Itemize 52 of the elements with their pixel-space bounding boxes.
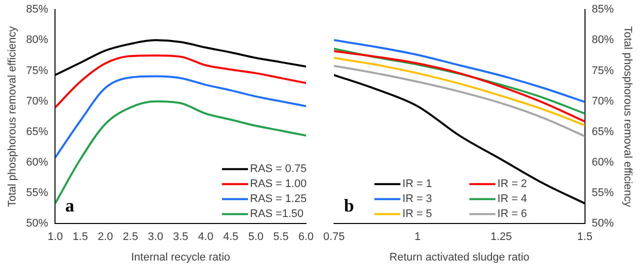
legend-label: RAS = 1.00 (250, 178, 307, 190)
legend-label: IR = 2 (497, 178, 528, 190)
x-tick-label: 3.0 (148, 231, 164, 244)
y2-tick-label: 85% (592, 4, 614, 16)
x-tick-label: 2.5 (122, 231, 138, 244)
annotation: b (344, 195, 354, 216)
y-tick-label: 55% (26, 187, 48, 200)
line-series (55, 54, 306, 108)
x-tick-label: 1.25 (490, 231, 512, 244)
x-tick-label: 2.0 (98, 231, 114, 244)
legend-label: IR = 3 (402, 193, 432, 206)
y-tick-label: 75% (26, 64, 48, 77)
y2-tick-label: 60% (592, 156, 614, 168)
x-tick-label: 1.5 (72, 231, 88, 244)
x-tick-label: 4.5 (223, 231, 238, 244)
x-tick-label: 4.0 (198, 231, 214, 244)
annotation: a (65, 195, 74, 216)
line-series (334, 64, 585, 138)
x-axis-title: Internal recycle ratio (131, 251, 230, 264)
y-tick-label: 85% (26, 4, 48, 16)
y2-tick-label: 80% (592, 34, 614, 46)
x-axis-title: Return activated sludge ratio (389, 251, 530, 264)
line-series (55, 100, 306, 204)
y2-tick-label: 70% (592, 95, 614, 108)
y2-axis-title: Total phosphorous removal efficiency (621, 26, 634, 208)
x-tick-label: 0.75 (323, 231, 345, 244)
legend-label: RAS =1.50 (250, 208, 304, 220)
x-tick-label: 5.5 (273, 231, 289, 244)
x-tick-label: 3.5 (172, 231, 188, 244)
y-tick-label: 80% (26, 34, 48, 46)
x-tick-label: 1.5 (577, 231, 592, 244)
legend-label: RAS = 0.75 (250, 163, 307, 176)
y-tick-label: 70% (26, 95, 48, 108)
y-tick-label: 65% (26, 126, 48, 138)
y-axis-title: Total phosphorous removal efficiency (6, 26, 19, 207)
y2-tick-label: 50% (592, 218, 614, 230)
y2-tick-label: 75% (592, 64, 614, 77)
x-tick-label: 6.0 (298, 231, 314, 244)
legend-label: IR = 4 (497, 193, 528, 206)
x-tick-label: 1 (414, 231, 421, 244)
legend-label: IR = 1 (402, 178, 432, 190)
legend-label: IR = 6 (497, 208, 528, 220)
legend-label: IR = 5 (402, 208, 432, 220)
line-series (55, 75, 306, 159)
y-tick-label: 50% (26, 218, 48, 230)
y2-tick-label: 65% (592, 126, 614, 138)
y2-tick-label: 55% (592, 187, 614, 200)
x-tick-label: 5.0 (248, 231, 264, 244)
y-tick-label: 60% (26, 156, 48, 168)
legend-label: RAS = 1.25 (250, 193, 307, 206)
line-series (334, 39, 585, 103)
x-tick-label: 1.0 (48, 231, 63, 244)
